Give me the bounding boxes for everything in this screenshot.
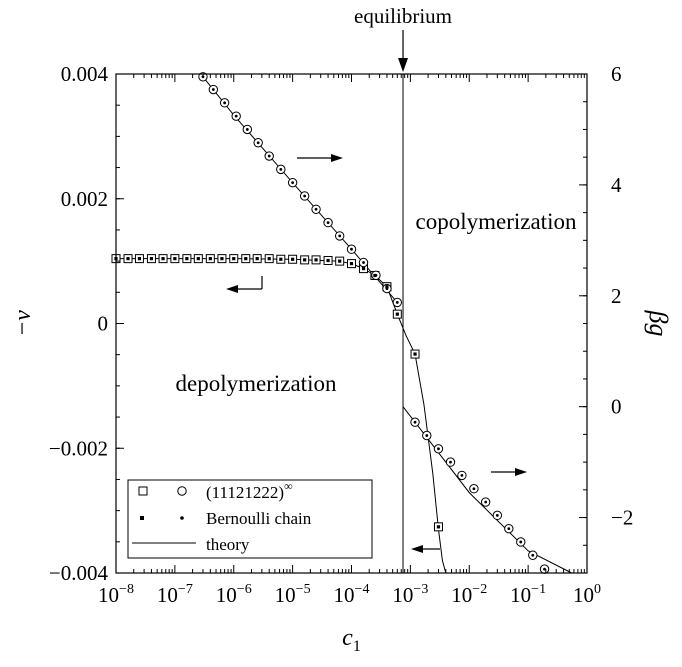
data-point-circle-dot [449,460,452,464]
y-left-tick-label: 0 [98,312,109,336]
data-point-bernoulli [413,352,417,356]
data-point-bernoulli [232,257,236,261]
data-point-circle-dot [437,447,440,451]
theory-curve-1 [202,76,398,303]
data-point-bernoulli [126,257,130,261]
data-point-bernoulli [149,257,154,261]
x-tick-label: 10−7 [157,582,193,607]
y-left-tick-label: 0.002 [61,187,108,211]
data-point-bernoulli [373,273,377,278]
data-point-bernoulli [137,257,142,261]
x-axis-label: c1 [342,625,361,655]
x-tick-label: 10−5 [275,582,311,607]
legend-square-marker [138,486,148,496]
equilibrium-label: equilibrium [354,4,452,28]
data-point-circle-dot [460,474,464,477]
data-point-bernoulli [267,257,271,261]
legend-label-sequence: (11121222)∞ [206,479,293,502]
annotations: equilibrium copolymerization depolymeriz… [176,4,577,553]
data-point-circle-dot [362,261,365,264]
legend: (11121222)∞ Bernoulli chain theory [127,479,373,559]
data-point-circle-dot [291,181,295,185]
legend-label-theory: theory [206,535,250,554]
left-axis-arrow-upper-head [226,285,238,293]
data-point-circle-dot [395,301,399,304]
plot-area [111,72,572,574]
y-right-tick-label: 0 [611,395,622,419]
data-point-bernoulli [349,262,354,266]
legend-box [127,479,373,559]
data-point-bernoulli [220,257,224,261]
data-point-circle-dot [279,167,283,171]
data-point-circle-dot [211,88,215,91]
y-right-tick-label: 2 [611,284,622,308]
x-tick-label: 10−1 [510,582,546,607]
data-point-bernoulli [196,257,200,261]
x-tick-label: 10−6 [216,582,252,607]
data-point-circle-dot [314,207,318,211]
data-point-bernoulli [161,257,165,261]
data-point-circle-dot [245,128,249,131]
y-right-tick-label: −2 [611,506,633,530]
data-point-circle-dot [484,500,488,504]
y-right-axis-label: βg [644,310,673,337]
axes: 0.004 0.002 0 −0.002 −0.004 6 4 2 0 −2 10−8 10−7 10−… [10,30,673,655]
data-point-circle-dot [413,420,417,424]
y-left-tick-label: −0.004 [49,561,109,585]
legend-label-bernoulli: Bernoulli chain [206,509,312,528]
x-tick-label: 10−4 [334,582,370,607]
data-point-circle-dot [223,101,227,105]
data-point-circle-dot [350,247,353,251]
data-point-circle-dot [495,513,499,517]
data-point-bernoulli [255,257,259,261]
y-right-tick-label: 4 [611,173,622,197]
x-tick-label: 10−2 [451,582,487,607]
right-axis-arrow-upper-head [331,154,343,162]
data-point-bernoulli [385,285,389,289]
data-point-circle-dot [256,141,260,145]
data-point-bernoulli [185,257,189,261]
y-left-axis-label: −v [10,310,36,337]
data-point-circle-dot [472,487,476,491]
depolymerization-label: depolymerization [176,371,337,396]
y-left-tick-label: −0.002 [49,436,108,460]
data-point-bernoulli [208,257,212,261]
x-tick-label: 10−8 [98,582,134,607]
theory-curve-2 [402,406,572,574]
data-point-bernoulli [173,257,177,261]
data-point-bernoulli [436,525,441,529]
legend-circle-marker [177,486,187,496]
data-point-circle-dot [531,553,535,557]
data-point-circle-dot [519,540,523,544]
data-point-circle-dot [234,114,238,118]
data-point-bernoulli [291,257,295,261]
data-point-bernoulli [395,312,399,316]
left-axis-arrow-lower-head [411,545,423,553]
data-point-bernoulli [338,259,342,263]
equilibrium-arrow-head [398,58,409,72]
data-point-circle-dot [326,221,330,224]
x-tick-label: 10−3 [392,582,428,607]
data-point-circle-dot [338,234,342,238]
data-point-bernoulli [303,258,307,262]
data-point-bernoulli [361,267,366,271]
data-point-circle-dot [543,567,546,571]
x-tick-label: 100 [573,582,601,607]
data-point-bernoulli [279,257,283,261]
data-point-bernoulli [244,257,248,261]
data-point-circle-dot [507,527,511,531]
y-left-tick-label: 0.004 [61,62,109,86]
y-right-tick-label: 6 [611,62,622,86]
legend-bernoulli-dot [180,516,184,520]
copolymerization-label: copolymerization [416,209,577,234]
legend-bernoulli-square-dot [140,516,144,520]
data-point-bernoulli [314,258,318,262]
data-point-bernoulli [326,258,330,263]
data-point-circle-dot [303,194,307,198]
right-axis-arrow-lower-head [515,468,527,476]
data-point-circle-dot [425,434,429,437]
data-point-circle-dot [267,154,271,158]
